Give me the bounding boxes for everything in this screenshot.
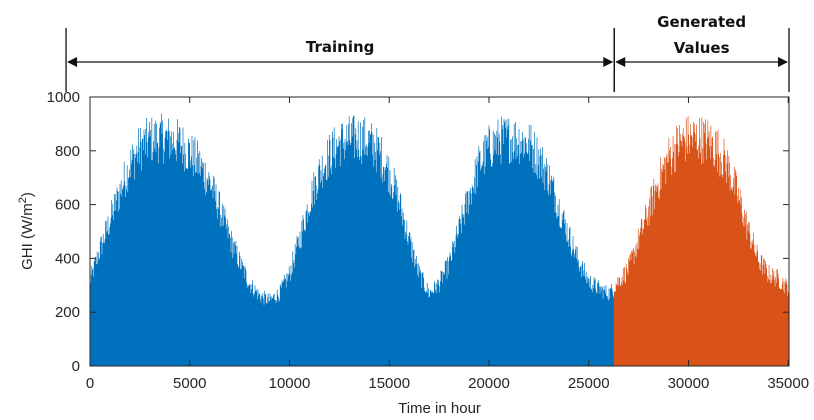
y-axis-title-text: GHI (W/m <box>19 203 36 270</box>
x-tick-label: 35000 <box>767 375 809 392</box>
x-tick-label: 0 <box>86 375 94 392</box>
annotation-label: Training <box>306 38 374 56</box>
series-layer <box>89 113 790 366</box>
annotation-0: Training <box>65 28 615 92</box>
x-tick-label: 15000 <box>368 375 410 392</box>
series-1-spikes <box>613 116 790 366</box>
annotations: Training Generated Values <box>65 13 790 92</box>
x-ticks: 0 5000 10000 15000 20000 25000 30000 35000 <box>86 97 809 392</box>
x-axis-title: Time in hour <box>398 400 481 417</box>
y-axis-title: GHI (W/m2) <box>17 192 36 270</box>
arrow-head <box>603 57 614 67</box>
x-tick-label: 30000 <box>668 375 710 392</box>
x-tick-label: 5000 <box>173 375 206 392</box>
annotation-label: Values <box>674 39 730 57</box>
annotation-1: Generated Values <box>613 13 790 92</box>
arrow-head <box>67 57 78 67</box>
arrow-head <box>615 57 626 67</box>
y-tick-label: 1000 <box>47 89 80 106</box>
y-tick-label: 400 <box>55 250 80 267</box>
y-axis-title-close: ) <box>19 192 36 197</box>
x-tick-label: 25000 <box>568 375 610 392</box>
y-axis-title-sup: 2 <box>17 197 29 203</box>
y-tick-label: 600 <box>55 197 80 214</box>
y-tick-label: 800 <box>55 143 80 160</box>
y-ticks: 0 200 400 600 800 1000 <box>47 89 789 375</box>
y-tick-label: 0 <box>72 358 80 375</box>
x-tick-label: 20000 <box>468 375 510 392</box>
annotation-label: Generated <box>657 13 746 31</box>
y-tick-label: 200 <box>55 304 80 321</box>
plot-frame <box>89 96 790 367</box>
series-1 <box>613 116 790 366</box>
arrow-head <box>778 57 788 67</box>
x-tick-label: 10000 <box>269 375 311 392</box>
